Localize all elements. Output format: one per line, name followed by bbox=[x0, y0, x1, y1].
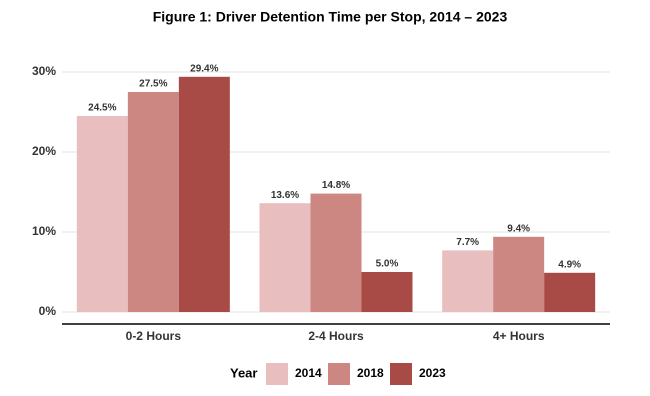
legend-swatch bbox=[390, 363, 412, 385]
bar bbox=[259, 203, 311, 312]
chart-title: Figure 1: Driver Detention Time per Stop… bbox=[153, 9, 508, 25]
y-tick-label: 0% bbox=[39, 304, 57, 318]
legend-swatch bbox=[266, 363, 288, 385]
bar bbox=[127, 92, 179, 312]
y-tick-label: 30% bbox=[32, 64, 56, 78]
bar bbox=[361, 272, 413, 312]
value-label: 9.4% bbox=[507, 223, 530, 234]
bar bbox=[544, 272, 596, 312]
bar bbox=[178, 76, 230, 312]
value-label: 27.5% bbox=[139, 79, 167, 90]
x-tick-label: 4+ Hours bbox=[493, 329, 545, 343]
value-label: 14.8% bbox=[322, 180, 350, 191]
legend-label: 2014 bbox=[295, 366, 322, 380]
bar bbox=[493, 236, 545, 312]
value-label: 29.4% bbox=[190, 63, 218, 74]
value-label: 4.9% bbox=[558, 259, 581, 270]
value-label: 13.6% bbox=[271, 190, 299, 201]
value-label: 5.0% bbox=[376, 259, 399, 270]
bar bbox=[310, 193, 362, 312]
value-label: 24.5% bbox=[88, 103, 116, 114]
x-tick-label: 2-4 Hours bbox=[308, 329, 364, 343]
value-label: 7.7% bbox=[456, 237, 479, 248]
y-tick-label: 10% bbox=[32, 224, 56, 238]
y-tick-label: 20% bbox=[32, 144, 56, 158]
legend-swatch bbox=[328, 363, 350, 385]
x-tick-label: 0-2 Hours bbox=[126, 329, 182, 343]
legend-label: 2018 bbox=[357, 366, 384, 380]
legend-label: 2023 bbox=[419, 366, 446, 380]
legend-title: Year bbox=[230, 365, 257, 380]
bar bbox=[76, 116, 128, 312]
bar bbox=[442, 250, 494, 312]
